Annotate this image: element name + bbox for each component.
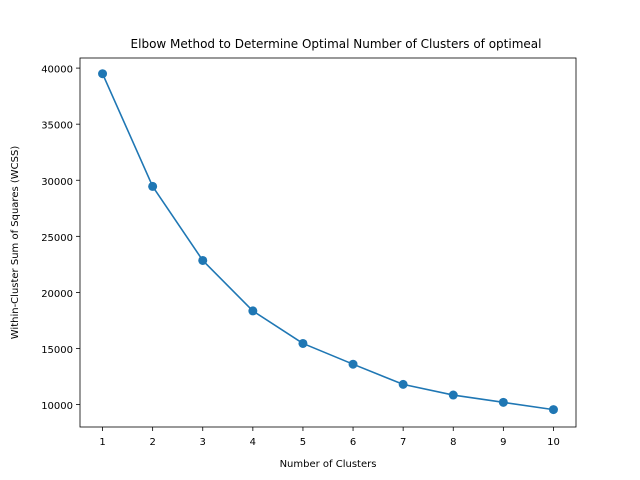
- data-point: [498, 397, 508, 407]
- axes-frame: [79, 57, 577, 428]
- y-tick-label: 15000: [41, 345, 73, 356]
- y-tick-label: 25000: [41, 233, 73, 244]
- x-tick-label: 5: [300, 437, 306, 448]
- y-tick-label: 10000: [41, 401, 73, 412]
- y-tick-label: 20000: [41, 289, 73, 300]
- data-point: [98, 69, 108, 79]
- data-point: [448, 390, 458, 400]
- x-tick-label: 9: [500, 437, 506, 448]
- y-axis-label: Within-Cluster Sum of Squares (WCSS): [10, 146, 21, 340]
- y-axis: 10000 15000 20000 25000 30000 35000 40000: [41, 65, 80, 412]
- data-point: [548, 405, 558, 415]
- x-tick-label: 10: [547, 437, 560, 448]
- x-tick-label: 7: [400, 437, 406, 448]
- x-tick-label: 3: [200, 437, 206, 448]
- x-tick-label: 4: [250, 437, 256, 448]
- x-tick-label: 6: [350, 437, 356, 448]
- y-tick-label: 30000: [41, 177, 73, 188]
- x-tick-label: 8: [450, 437, 456, 448]
- data-point: [148, 181, 158, 191]
- y-tick-label: 40000: [41, 65, 73, 76]
- x-tick-label: 2: [149, 437, 155, 448]
- data-point: [398, 379, 408, 389]
- y-tick-label: 35000: [41, 121, 73, 132]
- data-point: [298, 338, 308, 348]
- chart-title: Elbow Method to Determine Optimal Number…: [131, 37, 542, 51]
- data-point: [348, 359, 358, 369]
- series-line: [101, 73, 554, 411]
- plot-area: [98, 69, 558, 415]
- x-axis-label: Number of Clusters: [280, 459, 377, 470]
- x-tick-label: 1: [99, 437, 105, 448]
- data-point: [198, 255, 208, 265]
- data-point: [248, 306, 258, 316]
- x-axis: 1 2 3 4 5 6 7 8 9 10: [99, 427, 560, 448]
